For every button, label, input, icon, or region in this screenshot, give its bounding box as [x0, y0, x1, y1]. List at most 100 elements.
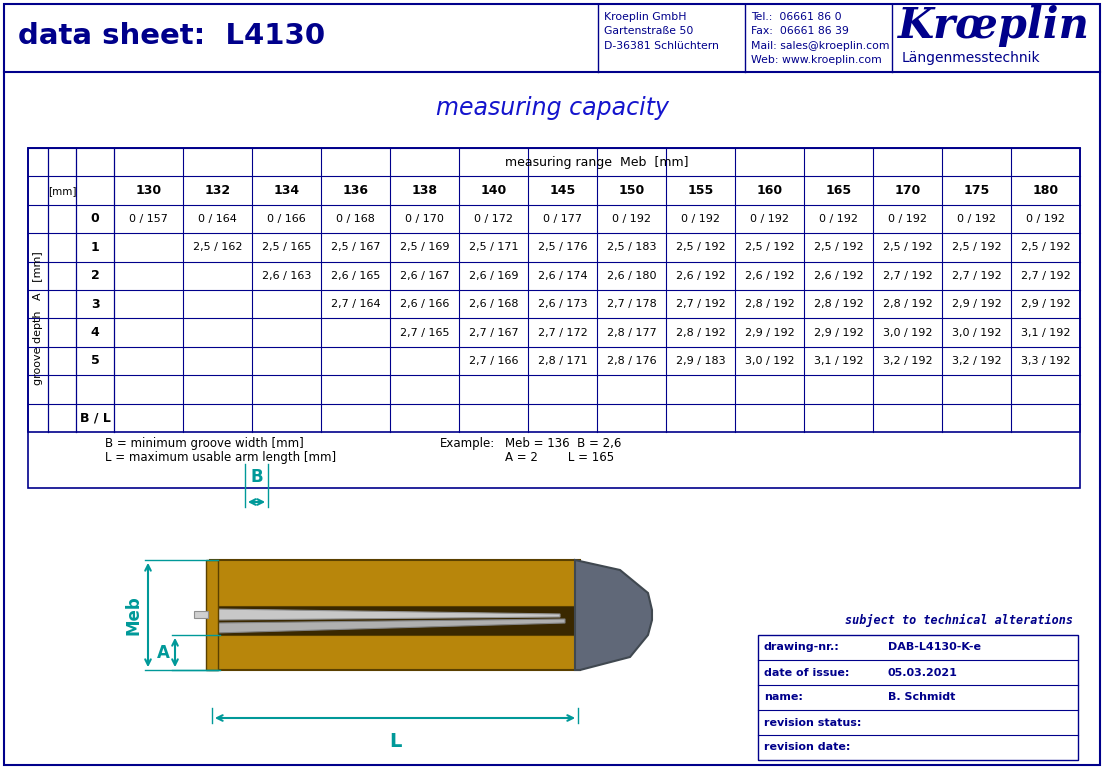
Text: 0 / 164: 0 / 164 — [198, 214, 237, 224]
Text: 2,6 / 163: 2,6 / 163 — [262, 271, 311, 281]
Text: A = 2        L = 165: A = 2 L = 165 — [505, 451, 614, 464]
Text: 2,7 / 166: 2,7 / 166 — [469, 356, 518, 366]
Bar — [758, 635, 1078, 760]
Text: 0 / 192: 0 / 192 — [681, 214, 720, 224]
Text: 138: 138 — [412, 184, 437, 197]
Text: 2,7 / 178: 2,7 / 178 — [606, 299, 657, 309]
Text: 2,7 / 192: 2,7 / 192 — [1020, 271, 1071, 281]
Text: 1: 1 — [91, 241, 99, 254]
Text: 130: 130 — [136, 184, 161, 197]
Text: date of issue:: date of issue: — [764, 667, 849, 677]
Text: 2,7 / 192: 2,7 / 192 — [882, 271, 933, 281]
Text: 0 / 172: 0 / 172 — [474, 214, 513, 224]
Bar — [28, 148, 1080, 432]
Text: 3,1 / 192: 3,1 / 192 — [814, 356, 863, 366]
Text: 2,5 / 167: 2,5 / 167 — [331, 242, 380, 252]
Text: 2,8 / 192: 2,8 / 192 — [814, 299, 863, 309]
Text: 2,6 / 168: 2,6 / 168 — [469, 299, 518, 309]
Text: B. Schmidt: B. Schmidt — [888, 693, 955, 703]
Text: measuring range  Meb  [mm]: measuring range Meb [mm] — [506, 155, 689, 168]
Text: 2,6 / 192: 2,6 / 192 — [745, 271, 794, 281]
Text: 2,6 / 169: 2,6 / 169 — [469, 271, 518, 281]
Bar — [206, 560, 217, 670]
Polygon shape — [215, 619, 565, 633]
Text: 0 / 192: 0 / 192 — [750, 214, 789, 224]
Text: 0 / 157: 0 / 157 — [129, 214, 168, 224]
Text: Krœplin: Krœplin — [898, 5, 1090, 47]
Text: 2,7 / 192: 2,7 / 192 — [952, 271, 1001, 281]
Text: 2,5 / 162: 2,5 / 162 — [193, 242, 242, 252]
Polygon shape — [575, 560, 652, 670]
Text: 2,5 / 192: 2,5 / 192 — [745, 242, 794, 252]
Text: 3,2 / 192: 3,2 / 192 — [952, 356, 1001, 366]
Text: 2,7 / 192: 2,7 / 192 — [676, 299, 725, 309]
Text: 2,8 / 192: 2,8 / 192 — [744, 299, 795, 309]
Text: 2,7 / 172: 2,7 / 172 — [538, 328, 587, 338]
Text: 2,6 / 180: 2,6 / 180 — [607, 271, 656, 281]
Text: 0 / 166: 0 / 166 — [267, 214, 306, 224]
Bar — [194, 611, 208, 618]
Text: 2,6 / 192: 2,6 / 192 — [676, 271, 725, 281]
Text: 2,7 / 167: 2,7 / 167 — [469, 328, 518, 338]
Text: 2,9 / 192: 2,9 / 192 — [814, 328, 863, 338]
Text: 132: 132 — [204, 184, 231, 197]
Text: 0 / 192: 0 / 192 — [819, 214, 858, 224]
Text: 175: 175 — [964, 184, 989, 197]
Text: 2,7 / 165: 2,7 / 165 — [400, 328, 449, 338]
Text: 2,8 / 171: 2,8 / 171 — [538, 356, 587, 366]
Text: 2,6 / 174: 2,6 / 174 — [538, 271, 587, 281]
Text: 0 / 192: 0 / 192 — [957, 214, 996, 224]
Text: 3,0 / 192: 3,0 / 192 — [952, 328, 1001, 338]
Text: Meb: Meb — [125, 595, 144, 635]
Text: 150: 150 — [618, 184, 645, 197]
Text: 0 / 177: 0 / 177 — [543, 214, 582, 224]
Text: 0 / 192: 0 / 192 — [612, 214, 651, 224]
Bar — [210, 607, 580, 635]
Text: 3,1 / 192: 3,1 / 192 — [1021, 328, 1070, 338]
Text: Tel.:  06661 86 0
Fax:  06661 86 39
Mail: sales@kroeplin.com
Web: www.kroeplin.c: Tel.: 06661 86 0 Fax: 06661 86 39 Mail: … — [751, 12, 890, 65]
Text: measuring capacity: measuring capacity — [435, 96, 669, 120]
Text: B: B — [251, 468, 263, 486]
Text: 05.03.2021: 05.03.2021 — [888, 667, 958, 677]
Text: name:: name: — [764, 693, 803, 703]
Text: 2,9 / 183: 2,9 / 183 — [676, 356, 725, 366]
Text: 2,5 / 176: 2,5 / 176 — [538, 242, 587, 252]
Text: 2,5 / 192: 2,5 / 192 — [814, 242, 863, 252]
Bar — [210, 560, 580, 607]
Text: 3,3 / 192: 3,3 / 192 — [1021, 356, 1070, 366]
Text: 3,2 / 192: 3,2 / 192 — [883, 356, 932, 366]
Text: Längenmesstechnik: Längenmesstechnik — [902, 51, 1041, 65]
Text: B / L: B / L — [79, 411, 110, 424]
Text: 155: 155 — [688, 184, 713, 197]
Text: 2,6 / 173: 2,6 / 173 — [538, 299, 587, 309]
Text: Meb = 136  B = 2,6: Meb = 136 B = 2,6 — [505, 437, 622, 450]
Text: 2,8 / 177: 2,8 / 177 — [606, 328, 657, 338]
Text: 2: 2 — [91, 269, 99, 282]
Text: 3,0 / 192: 3,0 / 192 — [745, 356, 794, 366]
Text: 2,8 / 176: 2,8 / 176 — [607, 356, 656, 366]
Text: [mm]: [mm] — [47, 185, 76, 195]
Text: 2,6 / 165: 2,6 / 165 — [331, 271, 380, 281]
Text: 2,5 / 192: 2,5 / 192 — [952, 242, 1001, 252]
Text: drawing-nr.:: drawing-nr.: — [764, 643, 840, 653]
Text: groove depth   A   [mm]: groove depth A [mm] — [33, 251, 43, 385]
Text: 2,8 / 192: 2,8 / 192 — [882, 299, 933, 309]
Text: 2,5 / 169: 2,5 / 169 — [400, 242, 449, 252]
Text: DAB-L4130-K-e: DAB-L4130-K-e — [888, 643, 981, 653]
Text: 2,5 / 192: 2,5 / 192 — [676, 242, 725, 252]
Text: 2,7 / 164: 2,7 / 164 — [331, 299, 380, 309]
Text: 3: 3 — [91, 298, 99, 311]
Text: 136: 136 — [342, 184, 369, 197]
Text: subject to technical alterations: subject to technical alterations — [845, 614, 1073, 627]
Text: 2,9 / 192: 2,9 / 192 — [952, 299, 1001, 309]
Text: 2,6 / 166: 2,6 / 166 — [400, 299, 449, 309]
Text: 2,5 / 192: 2,5 / 192 — [883, 242, 932, 252]
Text: 2,5 / 192: 2,5 / 192 — [1021, 242, 1070, 252]
Text: 5: 5 — [91, 355, 99, 368]
Text: Kroeplin GmbH
Gartenstraße 50
D-36381 Schlüchtern: Kroeplin GmbH Gartenstraße 50 D-36381 Sc… — [604, 12, 719, 51]
Text: 2,5 / 171: 2,5 / 171 — [469, 242, 518, 252]
Text: Example:: Example: — [440, 437, 496, 450]
Text: A: A — [157, 644, 169, 661]
Text: 2,5 / 183: 2,5 / 183 — [607, 242, 656, 252]
Text: 2,6 / 192: 2,6 / 192 — [814, 271, 863, 281]
